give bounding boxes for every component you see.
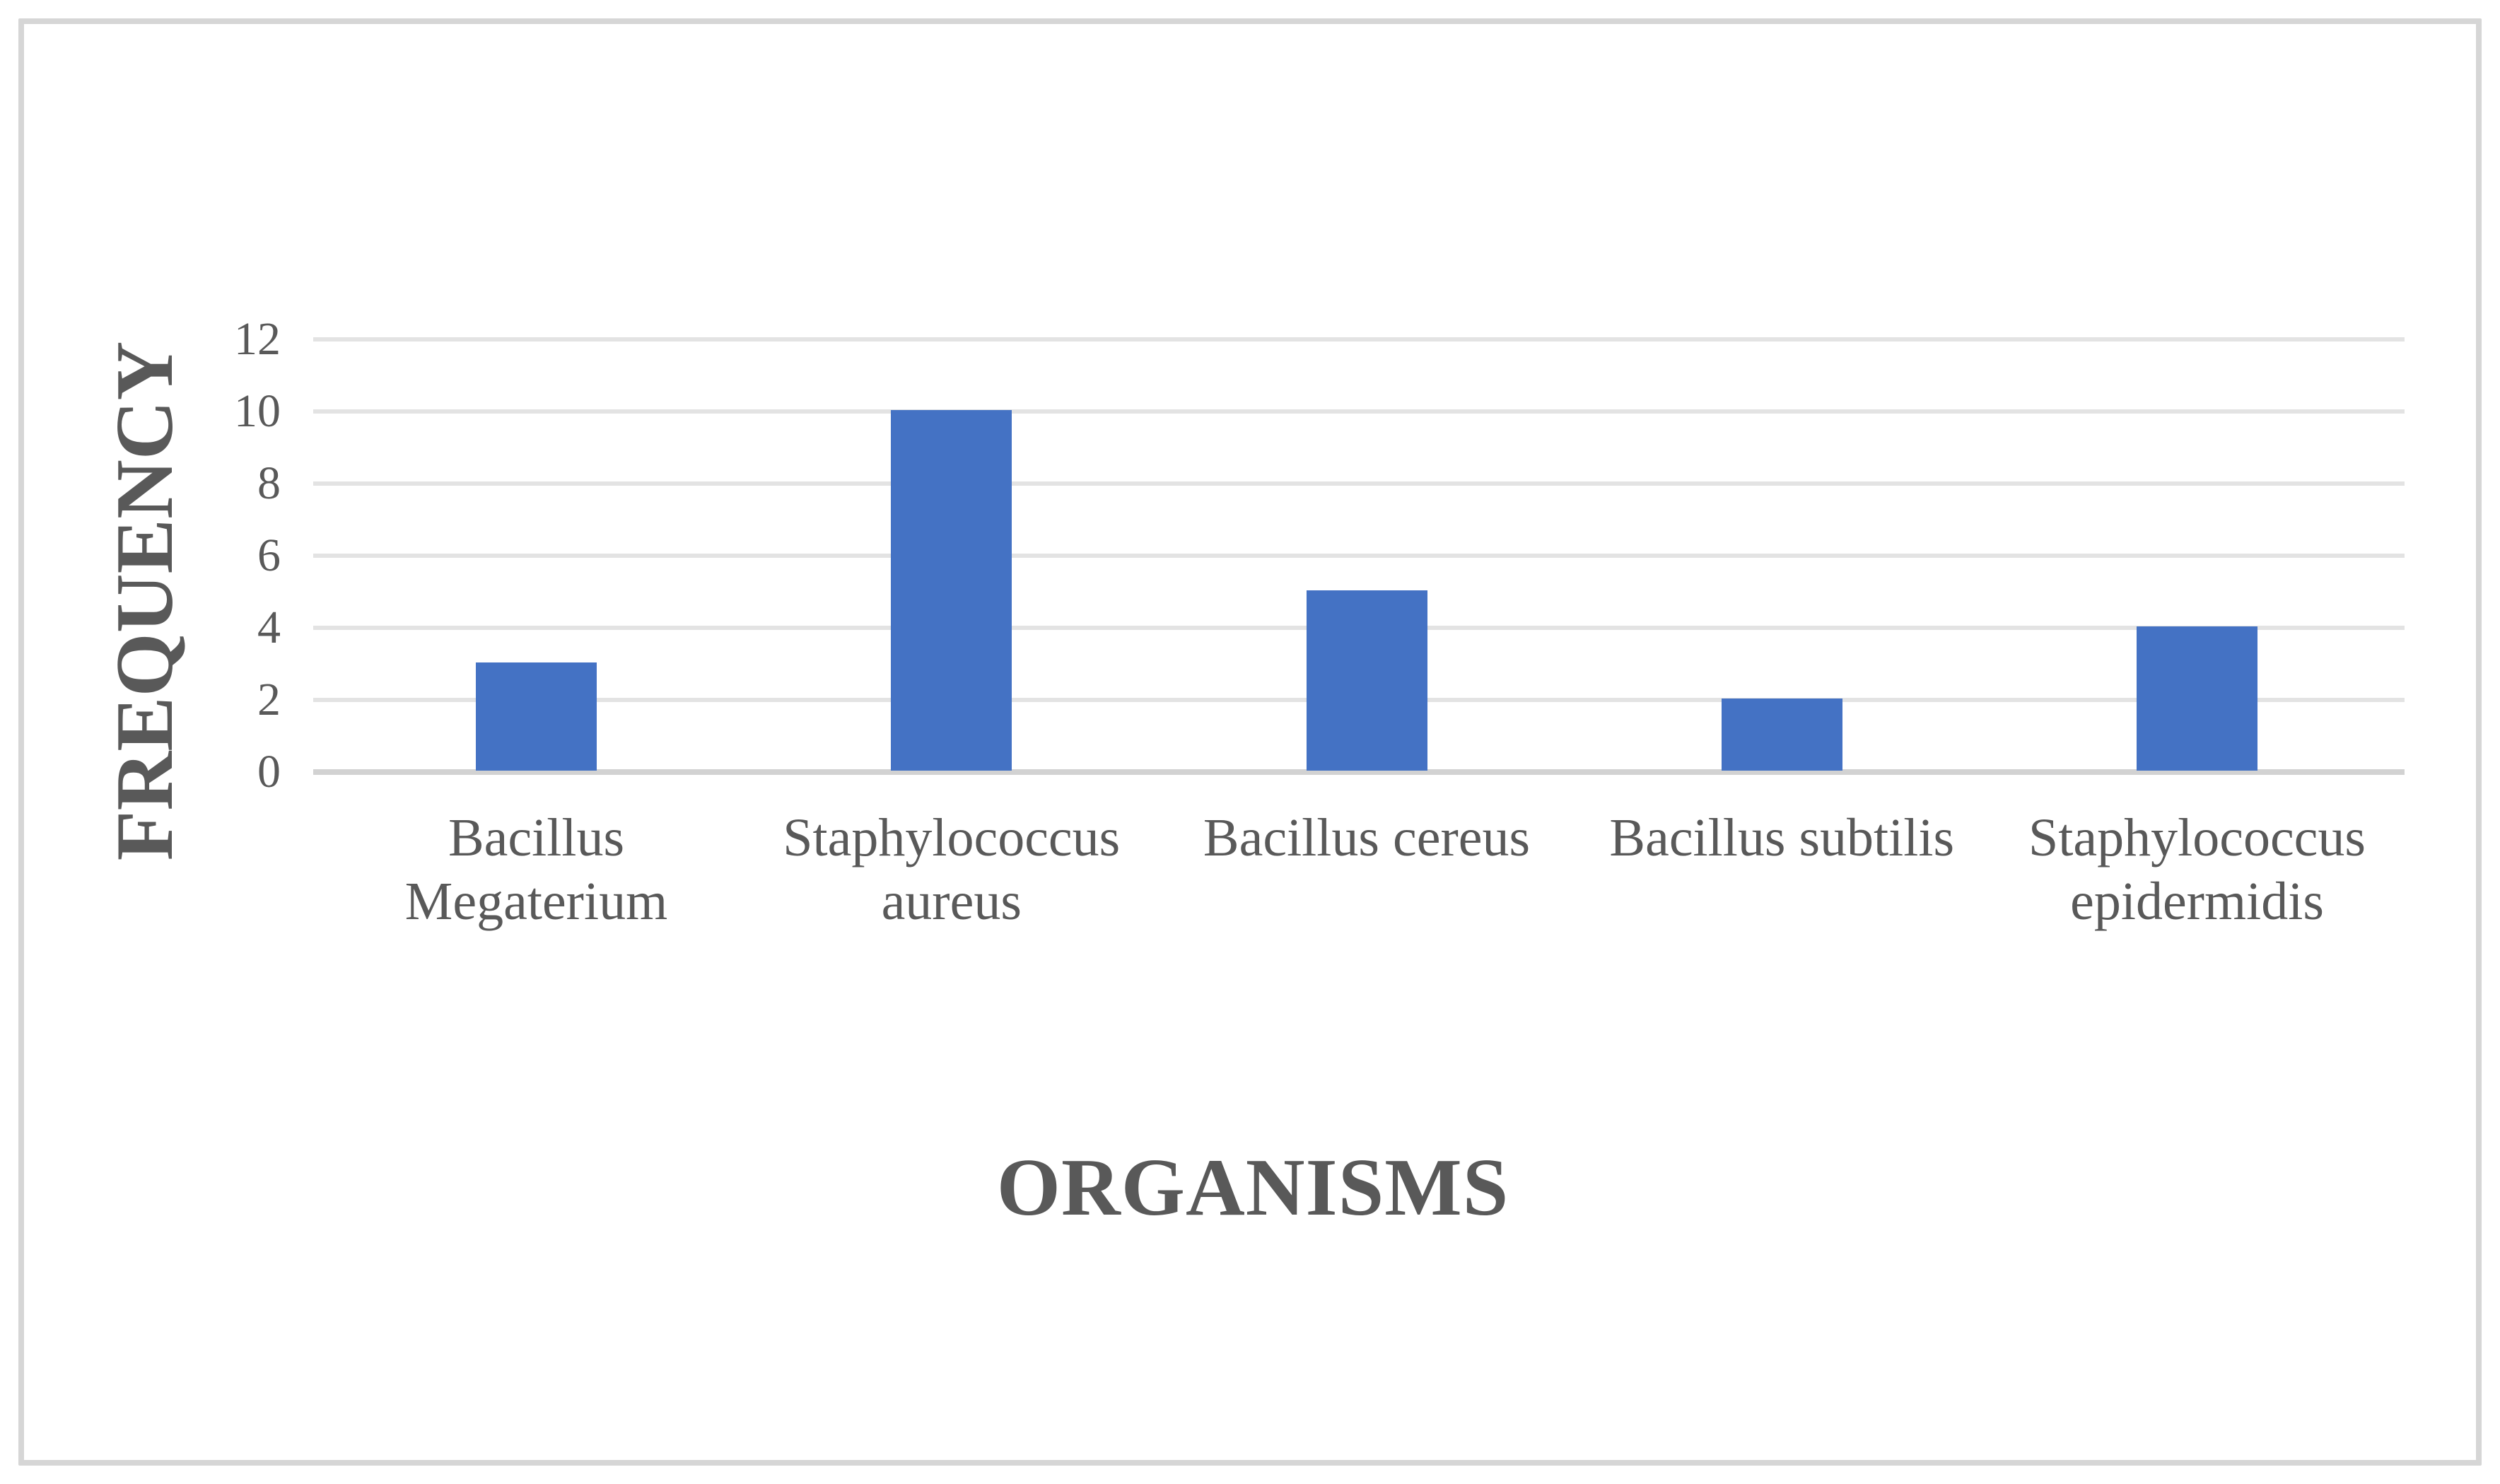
x-category-label-0: Bacillus Megaterium xyxy=(404,808,668,931)
gridline-12 xyxy=(313,337,2405,341)
y-tick-label-4: 4 xyxy=(257,602,281,653)
y-tick-label-8: 8 xyxy=(257,457,281,509)
x-category-label-2: Bacillus cereus xyxy=(1203,808,1531,867)
y-tick-label-6: 6 xyxy=(257,530,281,581)
y-axis-title: FREQUENCY xyxy=(100,341,190,861)
gridline-8 xyxy=(313,481,2405,486)
x-category-label-1: Staphylococcus aureus xyxy=(783,808,1121,931)
bar-2 xyxy=(1306,590,1427,771)
x-axis-line xyxy=(313,769,2405,775)
y-tick-label-10: 10 xyxy=(234,385,281,437)
y-tick-label-0: 0 xyxy=(257,746,281,797)
y-tick-label-12: 12 xyxy=(234,313,281,365)
x-category-label-4: Staphylococcus epidermidis xyxy=(2028,808,2366,931)
x-axis-title: ORGANISMS xyxy=(996,1143,1509,1233)
bar-4 xyxy=(2137,626,2257,771)
chart-border xyxy=(18,18,2482,1466)
gridline-6 xyxy=(313,554,2405,558)
bar-1 xyxy=(891,410,1012,771)
x-category-label-3: Bacillus subtilis xyxy=(1609,808,1955,867)
y-tick-label-2: 2 xyxy=(257,674,281,725)
bar-3 xyxy=(1721,699,1842,771)
bar-0 xyxy=(476,662,597,771)
gridline-10 xyxy=(313,409,2405,414)
